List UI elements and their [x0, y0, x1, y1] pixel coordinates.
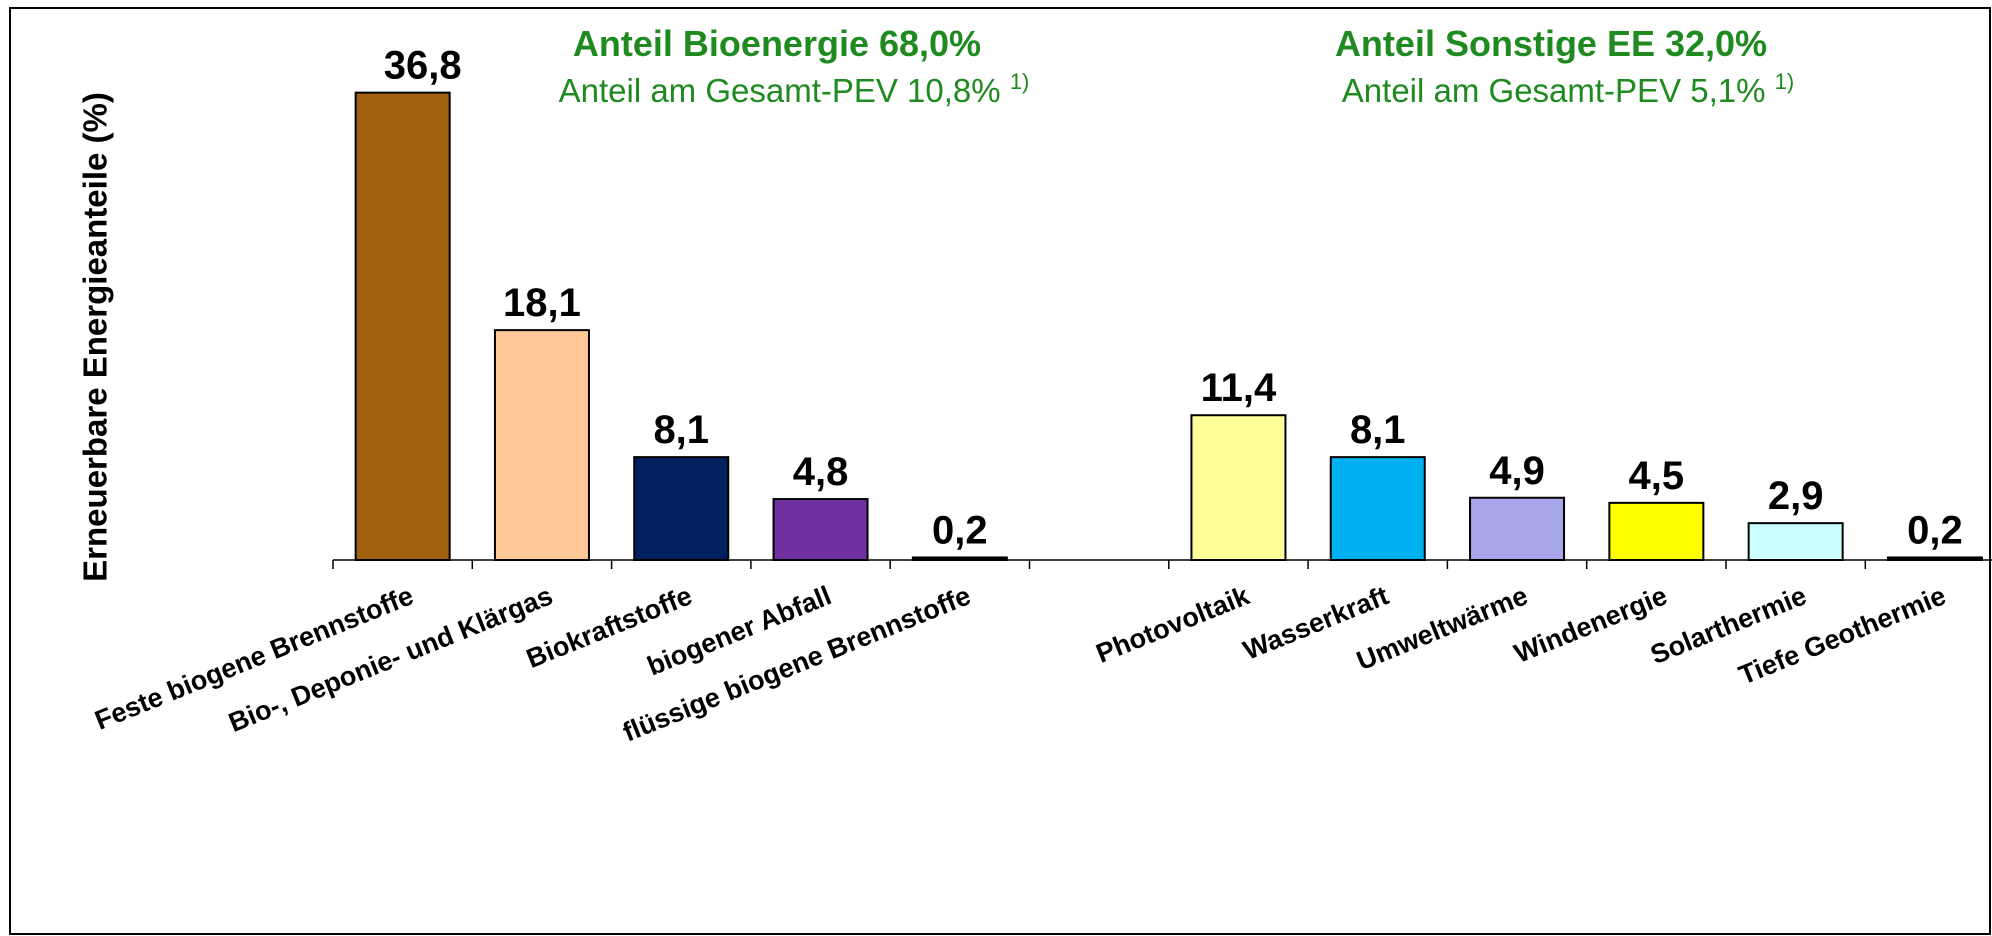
- value-label: 0,2: [932, 508, 988, 552]
- value-label: 8,1: [1350, 408, 1406, 452]
- value-label: 2,9: [1768, 474, 1824, 518]
- value-label: 4,9: [1489, 449, 1545, 493]
- value-label: 18,1: [503, 281, 581, 325]
- chart-frame: [9, 7, 1991, 935]
- value-label: 11,4: [1201, 366, 1277, 410]
- annotation-note: 1): [1775, 69, 1795, 94]
- annotation: Anteil am Gesamt-PEV 10,8% 1): [559, 69, 1030, 109]
- bar: [493, 329, 590, 561]
- value-label: 8,1: [653, 408, 709, 452]
- bar: [1886, 556, 1983, 562]
- bar: [1190, 414, 1287, 561]
- annotation: Anteil Sonstige EE 32,0%: [1335, 23, 1767, 64]
- annotation: Anteil Bioenergie 68,0%: [573, 23, 981, 64]
- value-label: 0,2: [1907, 508, 1963, 552]
- bar: [1469, 496, 1566, 561]
- annotation-text: Anteil am Gesamt-PEV 10,8%: [559, 72, 1001, 109]
- annotation-text: Anteil Bioenergie 68,0%: [573, 23, 981, 64]
- bar: [911, 556, 1008, 562]
- annotation-space: [1765, 72, 1774, 109]
- bar: [1747, 522, 1844, 561]
- annotation-text: Anteil Sonstige EE 32,0%: [1335, 23, 1767, 64]
- value-label: 36,8: [384, 44, 462, 88]
- bar: [772, 498, 869, 562]
- bar: [1329, 456, 1426, 562]
- bar: [633, 456, 730, 562]
- y-axis-label: Erneuerbare Energieanteile (%): [77, 92, 114, 582]
- value-label: 4,5: [1629, 454, 1685, 498]
- annotation: Anteil am Gesamt-PEV 5,1% 1): [1342, 69, 1794, 109]
- bar: [1608, 501, 1705, 562]
- annotation-text: Anteil am Gesamt-PEV 5,1%: [1342, 72, 1766, 109]
- value-label: 4,8: [793, 450, 849, 494]
- bar: [354, 91, 451, 561]
- annotation-note: 1): [1010, 69, 1030, 94]
- annotation-space: [1001, 72, 1010, 109]
